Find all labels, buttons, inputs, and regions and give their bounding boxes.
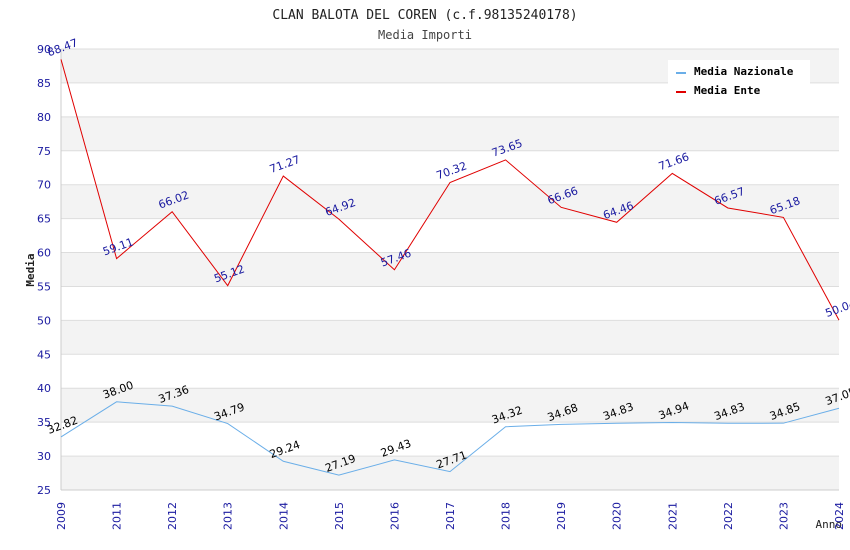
- y-tick-label: 90: [37, 43, 51, 56]
- x-tick-label: 2017: [444, 502, 457, 530]
- x-tick-label: 2018: [500, 502, 513, 530]
- grid-bands: [61, 49, 839, 490]
- chart-title: CLAN BALOTA DEL COREN (c.f.98135240178): [272, 8, 577, 23]
- y-tick-label: 75: [37, 145, 51, 158]
- grid-band: [61, 184, 839, 219]
- y-tick-label: 65: [37, 213, 51, 226]
- y-tick-label: 85: [37, 77, 51, 90]
- x-tick-label: 2012: [166, 502, 179, 530]
- grid-band: [61, 218, 839, 253]
- series-line-0: [60, 401, 840, 476]
- x-tick-label: 2013: [222, 502, 235, 530]
- grid-band: [61, 388, 839, 423]
- y-tick-label: 70: [37, 179, 51, 192]
- x-tick-label: 2024: [833, 502, 846, 530]
- grid-band: [61, 286, 839, 321]
- grid-band: [61, 320, 839, 355]
- x-tick-label: 2014: [277, 502, 290, 530]
- legend: Media Nazionale Media Ente: [668, 60, 810, 102]
- x-tick-label: 2015: [333, 502, 346, 530]
- chart-subtitle: Media Importi: [378, 28, 472, 42]
- grid-band: [61, 354, 839, 389]
- x-tick-label: 2011: [111, 502, 124, 530]
- y-tick-label: 30: [37, 450, 51, 463]
- x-tick-label: 2019: [555, 502, 568, 530]
- x-tick-label: 2020: [611, 502, 624, 530]
- grid-lines: [60, 48, 839, 491]
- x-tick-label: 2016: [388, 502, 401, 530]
- grid-band: [61, 252, 839, 287]
- grid-band: [61, 422, 839, 457]
- y-tick-label: 50: [37, 314, 51, 327]
- grid-band: [61, 116, 839, 151]
- y-axis-label: Media: [24, 253, 37, 286]
- y-tick-label: 80: [37, 111, 51, 124]
- y-tick-label: 25: [37, 484, 51, 497]
- x-tick-label: 2021: [666, 502, 679, 530]
- x-axis-ticks: 2009 2011 2012 2013 2014 2015 2016 2017 2018 2019…: [55, 502, 846, 530]
- y-tick-label: 55: [37, 280, 51, 293]
- x-tick-label: 2023: [777, 502, 790, 530]
- x-axis-label: Anno: [816, 518, 843, 531]
- grid-band: [61, 456, 839, 490]
- y-tick-label: 40: [37, 382, 51, 395]
- x-tick-label: 2022: [722, 502, 735, 530]
- grid-band: [61, 150, 839, 185]
- y-axis-ticks: 25 30 35 40 45 50 55 60 65 70 75 80 85 90: [37, 43, 51, 497]
- series-lines: [60, 59, 840, 476]
- x-tick-label: 2009: [55, 502, 68, 530]
- legend-label: Media Ente: [694, 84, 761, 97]
- legend-label: Media Nazionale: [694, 65, 794, 78]
- y-tick-label: 45: [37, 348, 51, 361]
- series-line-1: [60, 59, 840, 321]
- y-tick-label: 60: [37, 247, 51, 260]
- legend-box: [668, 60, 810, 102]
- y-tick-label: 35: [37, 416, 51, 429]
